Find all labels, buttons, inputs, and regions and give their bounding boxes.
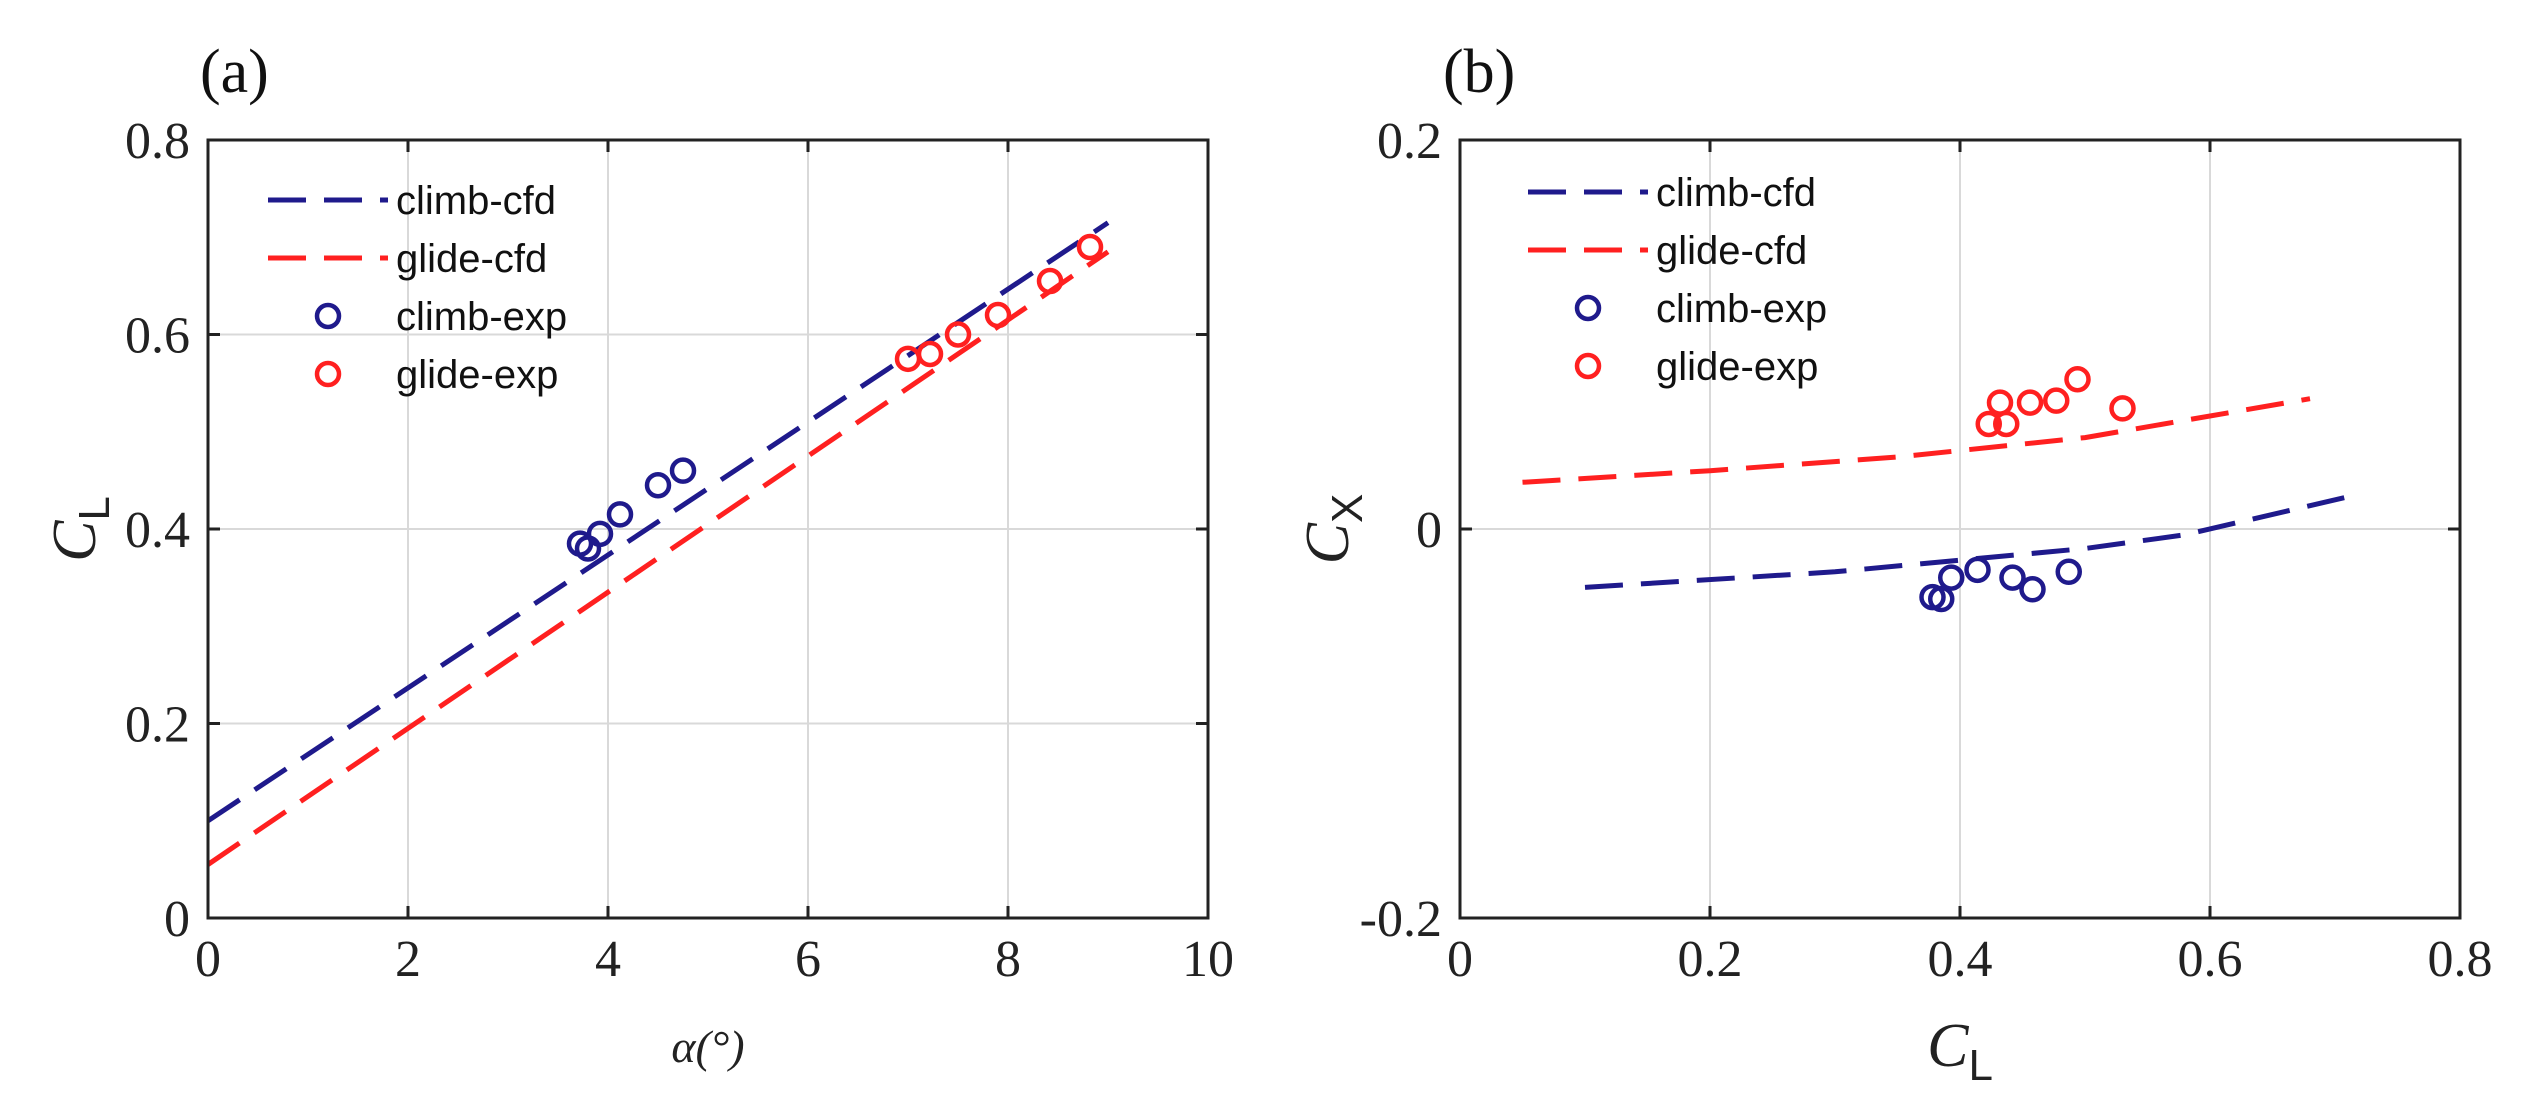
data-point-glide-exp — [2043, 387, 2070, 414]
legend-label-glide-cfd: glide-cfd — [396, 237, 547, 281]
legend-label-glide-exp: glide-exp — [396, 353, 558, 397]
y-tick-label: 0.2 — [1377, 113, 1442, 170]
series-glide-exp — [1975, 365, 2136, 438]
legend-label-glide-exp: glide-exp — [1656, 345, 1818, 389]
x-tick-label: 0.6 — [2178, 931, 2243, 988]
panel-label: (b) — [1443, 38, 1515, 106]
data-point-climb-exp — [1928, 585, 1955, 613]
legend-marker-glide-exp — [314, 360, 342, 388]
x-axis-title-subscript: L — [1968, 1041, 1992, 1090]
x-tick-label: 0.4 — [1928, 931, 1993, 988]
y-axis-title: CX — [1294, 494, 1372, 565]
series-glide-cfd — [206, 249, 1110, 867]
y-axis-title-main: C — [41, 520, 109, 562]
series-glide-exp — [894, 233, 1104, 373]
y-tick-label: 0.4 — [125, 502, 190, 559]
data-point-climb-exp — [669, 457, 697, 484]
series-glide-cfd — [1522, 396, 2311, 485]
x-tick-label: 10 — [1182, 931, 1234, 988]
y-tick-label: 0.2 — [125, 697, 190, 754]
data-point-glide-exp — [2016, 389, 2044, 416]
legend-label-climb-exp: climb-exp — [1656, 287, 1827, 331]
x-tick-label: 0.2 — [1678, 931, 1743, 988]
legend: climb-cfd glide-cfd climb-exp glide-exp — [1528, 171, 1827, 389]
legend-label-climb-exp: climb-exp — [396, 295, 567, 339]
x-tick-label: 4 — [595, 931, 621, 988]
data-point-glide-exp — [2109, 395, 2136, 422]
series-climb-exp — [1919, 556, 2082, 613]
data-point-climb-exp — [1999, 564, 2026, 591]
data-point-climb-exp — [2055, 558, 2082, 586]
y-tick-label: 0 — [164, 891, 190, 948]
x-axis-title: CL — [1927, 1012, 1993, 1090]
data-point-glide-exp — [1975, 410, 2002, 438]
panel-label: (a) — [200, 38, 269, 106]
data-point-glide-exp — [944, 321, 972, 348]
x-tick-label: 2 — [395, 931, 421, 988]
series-line-glide-cfd — [1522, 396, 2311, 485]
y-tick-label: -0.2 — [1360, 891, 1442, 948]
data-point-climb-exp — [586, 520, 614, 548]
legend-marker-climb-exp — [314, 302, 342, 330]
y-axis-title-subscript: L — [70, 496, 119, 520]
x-axis-title-main: C — [1927, 1012, 1969, 1080]
series-climb-exp — [566, 457, 697, 562]
x-tick-label: 8 — [995, 931, 1021, 988]
y-axis-title-subscript: X — [1323, 494, 1372, 523]
x-tick-label: 0 — [195, 931, 221, 988]
x-axis-title: α(°) — [671, 1021, 744, 1072]
x-tick-label: 0.8 — [2428, 931, 2493, 988]
legend-label-glide-cfd: glide-cfd — [1656, 229, 1807, 273]
data-point-climb-exp — [644, 471, 672, 499]
legend: climb-cfd glide-cfd climb-exp glide-exp — [268, 179, 567, 397]
x-tick-label: 6 — [795, 931, 821, 988]
data-point-glide-exp — [2064, 365, 2091, 393]
legend-marker-climb-exp — [1574, 294, 1602, 322]
y-tick-label: 0.6 — [125, 308, 190, 365]
data-point-glide-exp — [984, 301, 1012, 329]
data-point-climb-exp — [1964, 556, 1991, 584]
series-line-glide-cfd — [206, 249, 1110, 867]
data-point-glide-exp — [1993, 410, 2020, 438]
data-point-glide-exp — [916, 340, 944, 368]
x-tick-label: 0 — [1447, 931, 1473, 988]
data-point-glide-exp — [1036, 267, 1064, 295]
y-tick-label: 0 — [1416, 502, 1442, 559]
y-tick-label: 0.8 — [125, 113, 190, 170]
panel-b: 0 0.2 0.4 0.6 0.8-0.200.2(b)CXCLclimb-cfdgli… — [1294, 38, 2493, 1090]
data-point-climb-exp — [606, 501, 634, 528]
legend-marker-glide-exp — [1574, 352, 1602, 380]
data-point-glide-exp — [1076, 233, 1104, 261]
data-point-climb-exp — [2019, 576, 2046, 603]
legend-label-climb-cfd: climb-cfd — [1656, 171, 1816, 215]
panel-a: 0 2 4 6 8 1000.20.40.60.8(a)CLα(°)climb-cfdgl… — [41, 38, 1234, 1072]
data-point-climb-exp — [1938, 564, 1965, 591]
y-axis-title-main: C — [1294, 522, 1362, 564]
legend-label-climb-cfd: climb-cfd — [396, 179, 556, 223]
y-axis-title: CL — [41, 496, 119, 562]
